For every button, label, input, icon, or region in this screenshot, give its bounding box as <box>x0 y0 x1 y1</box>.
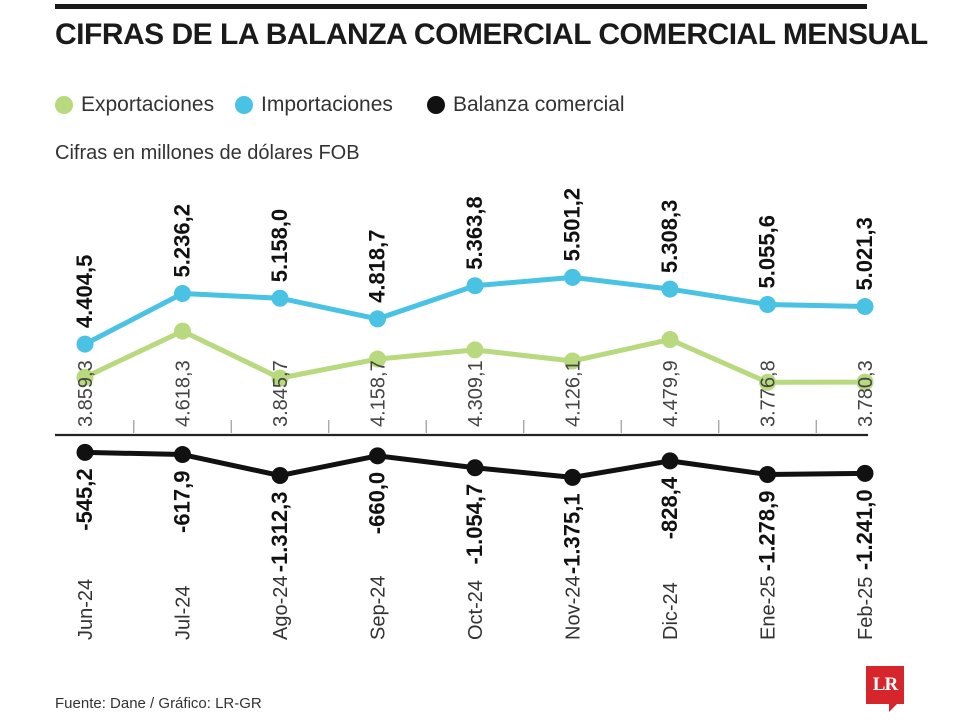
point-exportaciones-nov-24 <box>564 352 581 370</box>
point-importaciones-ago-24 <box>271 289 289 307</box>
point-exportaciones-dic-24 <box>661 331 679 349</box>
chart-title: CIFRAS DE LA BALANZA COMERCIAL COMERCIAL… <box>55 18 928 51</box>
point-balanza-dic-24 <box>661 452 679 470</box>
point-balanza-nov-24 <box>564 468 581 486</box>
point-importaciones-nov-24 <box>564 268 581 286</box>
point-exportaciones-jun-24 <box>76 368 94 386</box>
data-label-importaciones: 5.501,2 <box>560 188 585 261</box>
data-label-importaciones: 5.055,6 <box>755 215 780 288</box>
x-tick-label: Ago-24 <box>270 576 292 641</box>
data-label-importaciones: 5.236,2 <box>170 204 195 277</box>
legend-label-exportaciones: Exportaciones <box>81 93 215 116</box>
data-label-exportaciones: 4.126,1 <box>563 360 585 427</box>
point-exportaciones-jul-24 <box>174 322 191 340</box>
point-importaciones-jun-24 <box>76 335 94 353</box>
point-balanza-ago-24 <box>271 467 289 485</box>
point-importaciones-dic-24 <box>661 280 679 298</box>
point-balanza-sep-24 <box>369 447 386 465</box>
point-exportaciones-ago-24 <box>271 369 289 387</box>
point-importaciones-feb-25 <box>856 298 874 316</box>
units-note: Cifras en millones de dólares FOB <box>55 142 360 164</box>
point-balanza-oct-24 <box>466 459 484 477</box>
data-label-importaciones: 5.021,3 <box>852 217 877 290</box>
data-label-exportaciones: 4.158,7 <box>368 360 390 427</box>
source-note: Fuente: Dane / Gráfico: LR-GR <box>55 695 262 712</box>
lr-logo-tail <box>889 702 899 712</box>
point-exportaciones-feb-25 <box>856 373 874 391</box>
data-label-importaciones: 5.363,8 <box>462 196 487 269</box>
legend-swatch-importaciones <box>235 96 253 114</box>
data-label-exportaciones: 4.479,9 <box>660 360 682 427</box>
legend: Exportaciones Importaciones Balanza come… <box>55 90 855 120</box>
point-importaciones-ene-25 <box>759 295 776 313</box>
x-tick-label: Nov-24 <box>563 576 585 640</box>
x-tick-label: Dic-24 <box>660 582 682 640</box>
data-label-exportaciones: 4.309,1 <box>465 360 487 427</box>
point-exportaciones-oct-24 <box>466 341 484 359</box>
data-label-balanza: -1.054,7 <box>462 484 487 565</box>
top-rule <box>55 4 867 9</box>
x-tick-label: Feb-25 <box>855 577 877 640</box>
data-label-importaciones: 5.308,3 <box>657 200 682 273</box>
x-tick-label: Sep-24 <box>368 576 390 641</box>
point-balanza-ene-25 <box>759 466 776 484</box>
data-label-balanza: -545,2 <box>72 468 97 530</box>
legend-item-exportaciones: Exportaciones <box>55 90 214 120</box>
point-importaciones-sep-24 <box>369 310 386 328</box>
legend-label-balanza: Balanza comercial <box>453 93 625 116</box>
legend-item-importaciones: Importaciones <box>235 90 393 120</box>
x-tick-label: Oct-24 <box>465 580 487 640</box>
legend-swatch-balanza <box>427 96 445 114</box>
data-label-exportaciones: 3.776,8 <box>758 360 780 427</box>
x-tick-label: Ene-25 <box>758 576 780 641</box>
point-balanza-feb-25 <box>856 464 874 482</box>
data-label-importaciones: 4.404,5 <box>72 255 97 328</box>
point-exportaciones-ene-25 <box>759 373 776 391</box>
data-label-importaciones: 5.158,0 <box>267 209 292 282</box>
data-label-balanza: -1.278,9 <box>755 491 780 572</box>
data-label-balanza: -828,4 <box>657 476 682 539</box>
legend-label-importaciones: Importaciones <box>261 93 393 116</box>
data-label-exportaciones: 3.780,3 <box>855 360 877 427</box>
legend-item-balanza: Balanza comercial <box>427 90 625 120</box>
data-label-exportaciones: 3.859,3 <box>75 360 97 427</box>
data-label-exportaciones: 4.618,3 <box>173 360 195 427</box>
x-tick-label: Jul-24 <box>173 586 195 640</box>
x-tick-label: Jun-24 <box>75 579 97 640</box>
data-label-balanza: -1.241,0 <box>852 489 877 570</box>
point-balanza-jun-24 <box>76 443 94 461</box>
point-importaciones-jul-24 <box>174 284 191 302</box>
data-label-balanza: -1.375,1 <box>560 493 585 574</box>
data-label-balanza: -617,9 <box>170 471 195 533</box>
point-balanza-jul-24 <box>174 446 191 464</box>
data-label-exportaciones: 3.845,7 <box>270 360 292 427</box>
data-label-balanza: -660,0 <box>365 472 390 534</box>
point-exportaciones-sep-24 <box>369 350 386 368</box>
point-importaciones-oct-24 <box>466 277 484 295</box>
legend-swatch-exportaciones <box>55 96 73 114</box>
data-label-importaciones: 4.818,7 <box>365 229 390 302</box>
lr-logo: LR <box>866 666 904 704</box>
data-label-balanza: -1.312,3 <box>267 492 292 573</box>
